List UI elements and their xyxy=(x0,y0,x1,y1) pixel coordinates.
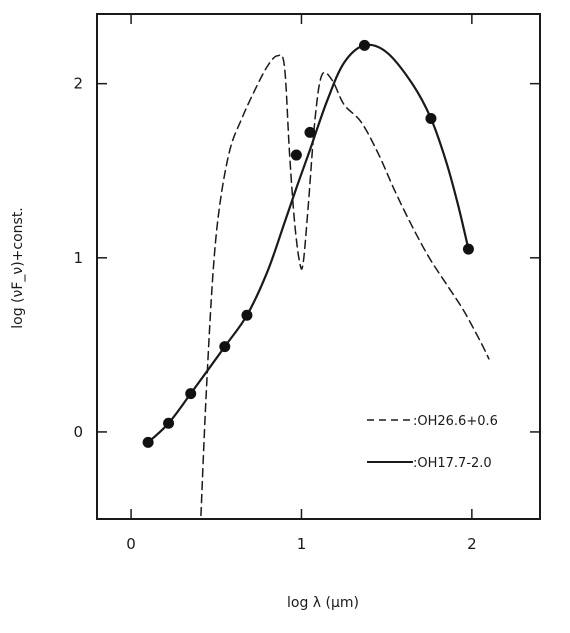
data-point-5 xyxy=(290,149,302,161)
data-point-6 xyxy=(304,126,316,138)
data-point-8 xyxy=(425,112,437,124)
plot-frame xyxy=(96,13,541,520)
data-point-3 xyxy=(219,341,231,353)
data-point-1 xyxy=(163,417,175,429)
x-tick-label-2: 2 xyxy=(467,535,477,553)
legend: :OH26.6+0.6 :OH17.7-2.0 xyxy=(367,414,498,471)
y-tick-label-2: 2 xyxy=(73,75,83,93)
axis-ticks xyxy=(97,14,540,519)
y-tick-label-1: 1 xyxy=(73,249,83,267)
y-axis-label: log (νF_ν)+const. xyxy=(10,207,26,329)
x-tick-label-0: 0 xyxy=(126,535,136,553)
x-axis-label: log λ (μm) xyxy=(287,595,359,611)
series-line-oh26 xyxy=(200,54,490,517)
data-point-4 xyxy=(241,309,253,321)
x-tick-label-1: 1 xyxy=(297,535,307,553)
legend-label-oh26: :OH26.6+0.6 xyxy=(413,414,498,429)
legend-label-oh17: :OH17.7-2.0 xyxy=(413,456,492,471)
series-line-oh17 xyxy=(147,43,470,444)
marker-layer xyxy=(142,39,474,448)
data-point-0 xyxy=(142,436,154,448)
tick-labels: 0 1 2 0 1 2 xyxy=(73,75,476,553)
y-tick-label-0: 0 xyxy=(73,423,83,441)
series-layer xyxy=(147,43,490,517)
data-point-7 xyxy=(359,39,371,51)
data-point-2 xyxy=(185,388,197,400)
data-point-9 xyxy=(462,243,474,255)
